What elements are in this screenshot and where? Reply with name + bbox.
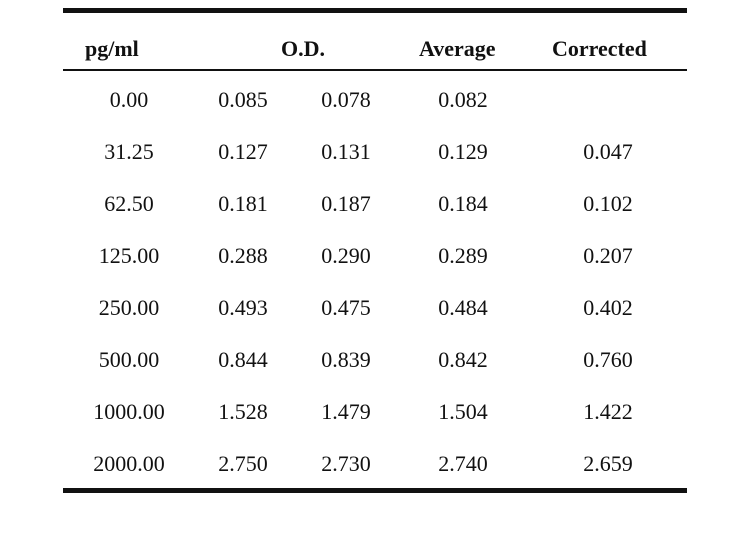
cell-od-2: 0.290 [321, 243, 371, 268]
cell-od-1: 0.181 [218, 191, 268, 216]
table-top-rule [63, 8, 687, 13]
header-corrected: Corrected [552, 36, 647, 61]
cell-od-1: 0.844 [218, 347, 268, 372]
cell-od-2: 2.730 [321, 451, 371, 476]
cell-average: 0.484 [438, 295, 488, 320]
cell-od-1: 1.528 [218, 399, 268, 424]
cell-corrected: 2.659 [583, 451, 633, 476]
table-row: 500.00 0.844 0.839 0.842 0.760 [63, 345, 687, 375]
cell-od-2: 0.839 [321, 347, 371, 372]
cell-average: 0.082 [438, 87, 488, 112]
cell-corrected: 0.102 [583, 191, 633, 216]
cell-pg-ml: 2000.00 [93, 451, 165, 476]
cell-pg-ml: 31.25 [104, 139, 154, 164]
cell-average: 0.129 [438, 139, 488, 164]
cell-od-1: 2.750 [218, 451, 268, 476]
cell-corrected: 1.422 [583, 399, 633, 424]
standard-curve-table: pg/ml O.D. Average Corrected 0.00 0.085 … [63, 8, 687, 493]
cell-average: 0.842 [438, 347, 488, 372]
cell-corrected: 0.760 [583, 347, 633, 372]
cell-od-1: 0.493 [218, 295, 268, 320]
header-pg-ml: pg/ml [85, 36, 139, 61]
cell-od-1: 0.127 [218, 139, 268, 164]
cell-pg-ml: 0.00 [109, 87, 149, 112]
cell-corrected: 0.047 [583, 139, 633, 164]
table-row: 31.25 0.127 0.131 0.129 0.047 [63, 137, 687, 167]
table-header-row: pg/ml O.D. Average Corrected [63, 13, 687, 69]
cell-od-1: 0.288 [218, 243, 268, 268]
header-od: O.D. [281, 36, 325, 61]
cell-pg-ml: 1000.00 [93, 399, 165, 424]
header-average: Average [419, 36, 496, 61]
cell-od-2: 0.475 [321, 295, 371, 320]
cell-od-2: 1.479 [321, 399, 371, 424]
table-row: 2000.00 2.750 2.730 2.740 2.659 [63, 449, 687, 479]
cell-pg-ml: 500.00 [98, 347, 160, 372]
cell-od-2: 0.187 [321, 191, 371, 216]
cell-average: 0.289 [438, 243, 488, 268]
cell-od-2: 0.131 [321, 139, 371, 164]
table-row: 250.00 0.493 0.475 0.484 0.402 [63, 293, 687, 323]
table-row: 1000.00 1.528 1.479 1.504 1.422 [63, 397, 687, 427]
cell-corrected: 0.207 [583, 243, 633, 268]
cell-pg-ml: 250.00 [98, 295, 160, 320]
table-body: 0.00 0.085 0.078 0.082 31.25 0.127 0.131… [63, 71, 687, 488]
cell-average: 0.184 [438, 191, 488, 216]
cell-od-1: 0.085 [218, 87, 268, 112]
table-header-rule [63, 69, 687, 71]
table-bottom-rule [63, 488, 687, 493]
table-row: 125.00 0.288 0.290 0.289 0.207 [63, 241, 687, 271]
cell-average: 2.740 [438, 451, 488, 476]
cell-corrected: 0.402 [583, 295, 633, 320]
cell-pg-ml: 62.50 [104, 191, 154, 216]
table-row: 0.00 0.085 0.078 0.082 [63, 85, 687, 115]
cell-average: 1.504 [438, 399, 488, 424]
cell-od-2: 0.078 [321, 87, 371, 112]
table-row: 62.50 0.181 0.187 0.184 0.102 [63, 189, 687, 219]
cell-pg-ml: 125.00 [98, 243, 160, 268]
